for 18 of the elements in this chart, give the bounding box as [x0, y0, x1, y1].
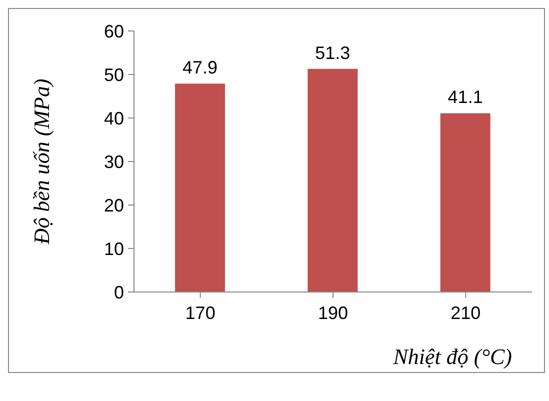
y-tick-label: 40 — [104, 108, 124, 128]
y-tick-label: 60 — [104, 21, 124, 42]
bar — [308, 68, 358, 292]
y-tick-label: 10 — [104, 238, 124, 259]
y-tick-label: 30 — [104, 152, 124, 172]
bar — [175, 84, 225, 292]
data-label: 41.1 — [448, 87, 483, 108]
x-axis-title: Nhiệt độ (°C) — [392, 344, 512, 369]
bar — [440, 113, 490, 292]
y-axis-title: Độ bền uốn (MPa) — [29, 78, 54, 246]
data-label: 47.9 — [182, 58, 218, 78]
x-tick-label: 190 — [318, 302, 348, 323]
y-tick-label: 0 — [114, 282, 124, 302]
x-tick-label: 170 — [185, 302, 216, 323]
y-tick-label: 20 — [104, 195, 124, 216]
data-label: 51.3 — [315, 42, 350, 63]
y-tick-label: 50 — [104, 64, 124, 85]
x-tick-label: 210 — [450, 302, 481, 323]
